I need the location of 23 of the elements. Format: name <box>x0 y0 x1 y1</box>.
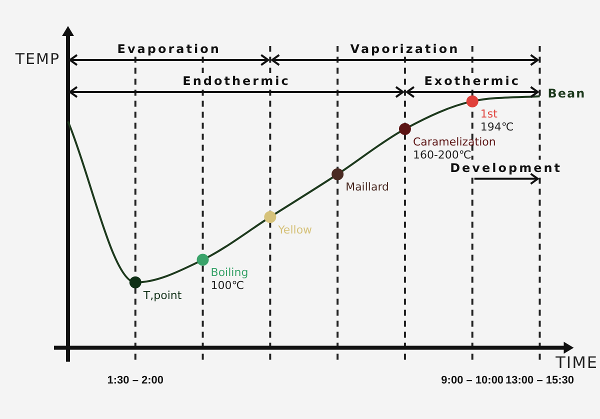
y-axis-title: TEMP <box>14 50 60 68</box>
text: Vaporization <box>350 42 460 56</box>
point <box>398 122 411 135</box>
annotation: Boiling 100℃ <box>210 266 248 292</box>
annotation: Maillard <box>346 180 390 194</box>
annotation: T,point <box>142 288 182 302</box>
series-label: Bean <box>548 86 586 100</box>
text: Exothermic <box>424 74 520 88</box>
x-tick-label: 1:30 – 2:00 <box>107 374 164 386</box>
x-tick-label: 13:00 – 15:30 <box>506 374 574 386</box>
point <box>196 254 209 266</box>
text: Evaporation <box>117 42 221 56</box>
annotation: 1st 194℃ <box>480 108 514 134</box>
point <box>264 211 276 224</box>
x-tick-label: 9:00 – 10:00 <box>441 374 504 386</box>
annotation: Development <box>450 160 562 175</box>
x-axis-title: TIME <box>554 352 598 372</box>
point <box>129 276 142 288</box>
annotation: Yellow <box>277 223 312 236</box>
annotation: Caramelization 160-200℃ <box>412 135 496 162</box>
point <box>466 95 478 108</box>
point <box>332 168 344 180</box>
text: Endothermic <box>182 74 290 88</box>
